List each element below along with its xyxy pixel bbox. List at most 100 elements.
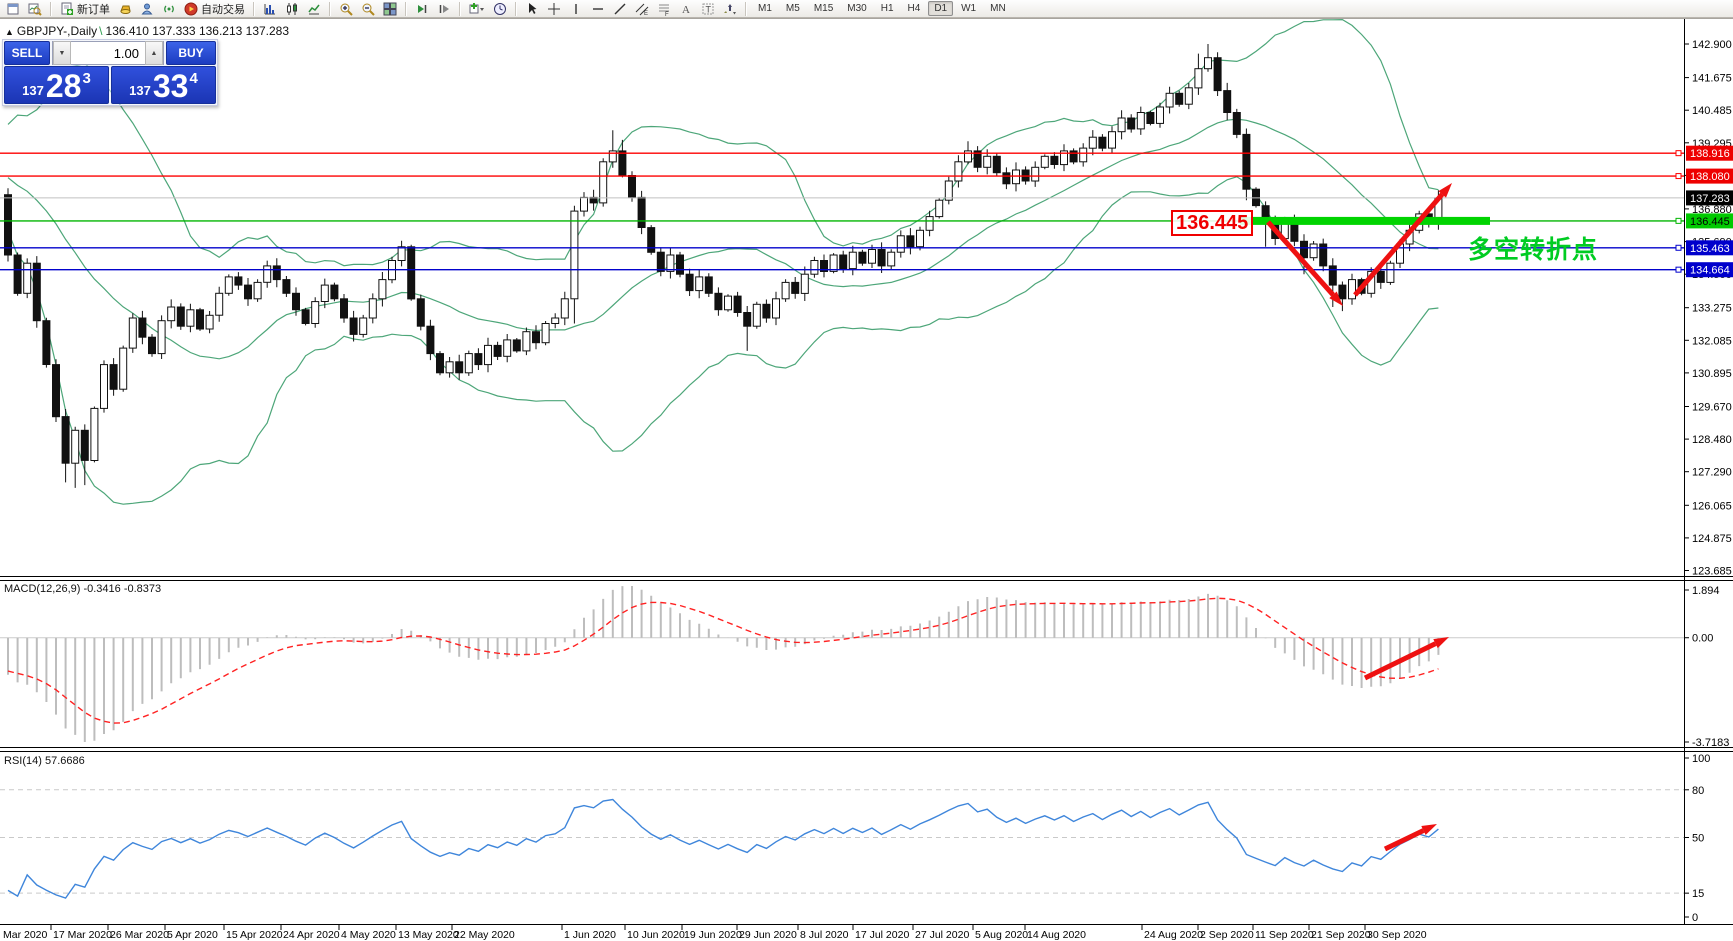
period-clock-icon[interactable] <box>490 0 510 18</box>
tile-windows-icon[interactable] <box>380 0 400 18</box>
text-icon[interactable]: A <box>676 0 696 18</box>
svg-text:30 Sep 2020: 30 Sep 2020 <box>1367 929 1427 941</box>
svg-text:138.916: 138.916 <box>1690 148 1730 160</box>
text-label-icon[interactable]: T <box>698 0 718 18</box>
toolbar-separator <box>745 1 747 16</box>
sell-button[interactable]: SELL <box>4 41 50 65</box>
volume-increase-button[interactable]: ▲ <box>145 41 163 65</box>
trendline-icon[interactable] <box>610 0 630 18</box>
crosshair-icon[interactable] <box>544 0 564 18</box>
zoom-out-icon[interactable] <box>358 0 378 18</box>
svg-text:14 Aug 2020: 14 Aug 2020 <box>1027 929 1086 941</box>
vertical-line-icon[interactable] <box>566 0 586 18</box>
svg-text:123.685: 123.685 <box>1692 566 1732 578</box>
svg-text:80: 80 <box>1692 785 1704 797</box>
svg-text:1.894: 1.894 <box>1692 585 1720 597</box>
svg-text:1 Jun 2020: 1 Jun 2020 <box>564 929 616 941</box>
cursor-icon[interactable] <box>522 0 542 18</box>
timeframe-M30-button[interactable]: M30 <box>847 3 867 14</box>
arrows-icon[interactable] <box>720 0 740 18</box>
svg-text:137.283: 137.283 <box>1690 193 1730 205</box>
volume-decrease-button[interactable]: ▼ <box>53 41 71 65</box>
new-window-icon[interactable] <box>3 0 23 18</box>
svg-text:E: E <box>644 11 648 16</box>
bid-superscript: 3 <box>82 70 91 87</box>
equidistant-channel-icon[interactable]: E <box>632 0 652 18</box>
ask-quote[interactable]: 137 33 4 <box>111 66 216 104</box>
one-click-trading-panel: SELL ▼ 1.00 ▲ BUY 137 28 3 137 33 4 <box>2 39 218 106</box>
zoom-in-icon[interactable] <box>336 0 356 18</box>
timeframe-MN-button[interactable]: MN <box>990 3 1006 14</box>
svg-text:124.875: 124.875 <box>1692 533 1732 545</box>
toolbar-separator <box>515 1 517 16</box>
auto-scroll-icon[interactable] <box>412 0 432 18</box>
svg-text:11 Sep 2020: 11 Sep 2020 <box>1255 929 1314 941</box>
chart-shift-icon[interactable] <box>434 0 454 18</box>
svg-text:24 Aug 2020: 24 Aug 2020 <box>1144 929 1203 941</box>
collapse-triangle-icon[interactable]: ▲ <box>5 27 14 37</box>
toolbar-separator <box>459 1 461 16</box>
svg-text:136.880: 136.880 <box>1692 204 1732 216</box>
svg-text:21 Sep 2020: 21 Sep 2020 <box>1311 929 1371 941</box>
svg-text:8 Jul 2020: 8 Jul 2020 <box>800 929 849 941</box>
line-chart-icon[interactable] <box>304 0 324 18</box>
timeframe-H1-button[interactable]: H1 <box>880 3 894 14</box>
svg-text:T: T <box>706 4 712 14</box>
svg-text:2 Sep 2020: 2 Sep 2020 <box>1200 929 1254 941</box>
price-annotation-box[interactable]: 136.445 <box>1171 210 1254 236</box>
horizontal-line-icon[interactable] <box>588 0 608 18</box>
timeframe-H4-button[interactable]: H4 <box>907 3 921 14</box>
svg-text:17 Mar 2020: 17 Mar 2020 <box>53 929 112 941</box>
profile-icon[interactable] <box>25 0 45 18</box>
chart-title: ▲ GBPJPY-,Daily \ 136.410 137.333 136.213 1… <box>5 24 289 38</box>
svg-text:130.895: 130.895 <box>1692 368 1732 380</box>
svg-text:141.675: 141.675 <box>1692 73 1732 85</box>
svg-text:19 Jun 2020: 19 Jun 2020 <box>684 929 742 941</box>
svg-text:27 Jul 2020: 27 Jul 2020 <box>915 929 969 941</box>
timeframe-W1-button[interactable]: W1 <box>961 3 977 14</box>
title-separator: \ <box>99 24 103 38</box>
svg-text:-3.7183: -3.7183 <box>1692 737 1729 749</box>
svg-text:134.664: 134.664 <box>1690 265 1730 277</box>
timeframe-D1-button[interactable]: D1 <box>928 1 954 16</box>
deposit-icon[interactable] <box>115 0 135 18</box>
macd-indicator-label: MACD(12,26,9) -0.3416 -0.8373 <box>4 583 162 595</box>
svg-text:140.485: 140.485 <box>1692 105 1732 117</box>
volume-stepper[interactable]: ▼ 1.00 ▲ <box>52 41 164 65</box>
bar-chart-icon[interactable] <box>260 0 280 18</box>
buy-button[interactable]: BUY <box>166 41 216 65</box>
fibonacci-icon[interactable]: F <box>654 0 674 18</box>
rsi-indicator-label: RSI(14) 57.6686 <box>4 755 85 767</box>
svg-text:126.065: 126.065 <box>1692 500 1732 512</box>
svg-text:22 May 2020: 22 May 2020 <box>454 929 515 941</box>
ask-superscript: 4 <box>189 70 198 87</box>
svg-text:132.085: 132.085 <box>1692 335 1732 347</box>
volume-value[interactable]: 1.00 <box>113 45 139 61</box>
symbol-period: GBPJPY-,Daily <box>16 24 98 38</box>
svg-text:0.00: 0.00 <box>1692 633 1713 645</box>
new-order-icon[interactable]: 新订单 <box>57 0 113 18</box>
bid-quote[interactable]: 137 28 3 <box>4 66 109 104</box>
svg-text:Mar 2020: Mar 2020 <box>3 929 48 941</box>
svg-text:136.445: 136.445 <box>1690 216 1730 228</box>
svg-text:17 Jul 2020: 17 Jul 2020 <box>855 929 909 941</box>
timeframe-M1-button[interactable]: M1 <box>758 3 772 14</box>
toolbar: 新订单 自动交易 E F A T M1 M5 M15 M30 H1 H4 D1 W1 MN <box>0 0 1733 18</box>
accounts-icon[interactable] <box>137 0 157 18</box>
svg-text:135.463: 135.463 <box>1690 243 1730 255</box>
toolbar-separator <box>329 1 331 16</box>
candle-chart-icon[interactable] <box>282 0 302 18</box>
svg-text:5 Apr 2020: 5 Apr 2020 <box>167 929 218 941</box>
svg-text:26 Mar 2020: 26 Mar 2020 <box>110 929 169 941</box>
svg-text:5 Aug 2020: 5 Aug 2020 <box>975 929 1028 941</box>
signals-icon[interactable] <box>159 0 179 18</box>
timeframe-M15-button[interactable]: M15 <box>813 3 834 14</box>
svg-text:29 Jun 2020: 29 Jun 2020 <box>739 929 797 941</box>
timeframe-M5-button[interactable]: M5 <box>785 3 800 14</box>
svg-text:100: 100 <box>1692 753 1710 765</box>
svg-text:142.900: 142.900 <box>1692 39 1732 51</box>
add-indicator-icon[interactable] <box>466 0 488 18</box>
autotrade-icon[interactable]: 自动交易 <box>181 0 248 18</box>
svg-text:F: F <box>665 12 669 16</box>
